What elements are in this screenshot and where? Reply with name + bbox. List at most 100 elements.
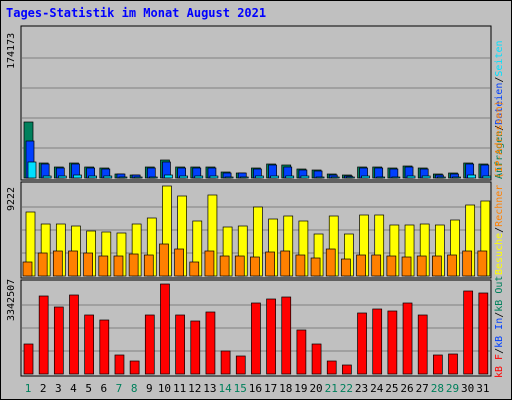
- bar-seiten: [42, 175, 52, 179]
- bar-rechner: [98, 255, 109, 277]
- bar-rechner: [250, 256, 260, 277]
- bar-kb: [266, 298, 276, 375]
- bar-seiten: [57, 175, 67, 179]
- legend-item: kB In: [494, 317, 505, 348]
- bar-seiten: [73, 174, 82, 179]
- bar-rechner: [83, 252, 93, 277]
- bar-rechner: [386, 255, 397, 277]
- x-tick-label: 1: [24, 382, 32, 395]
- bar-kb: [463, 290, 474, 375]
- bar-seiten: [421, 175, 431, 179]
- x-tick-label: 8: [130, 382, 138, 395]
- bar-rechner: [68, 250, 78, 277]
- x-tick-label: 29: [445, 382, 460, 395]
- x-tick-label: 14: [218, 382, 232, 395]
- x-tick-label: 5: [85, 382, 92, 395]
- bar-dateien: [146, 167, 156, 179]
- legend-mid: Besuche/Rechner (IP-Adressen): [494, 100, 505, 275]
- bar-kb: [114, 354, 125, 375]
- x-tick-label: 20: [309, 382, 323, 395]
- bar-kb: [23, 343, 34, 375]
- bar-seiten: [164, 174, 173, 179]
- bar-rechner: [174, 248, 184, 277]
- bar-seiten: [209, 175, 219, 179]
- bar-kb: [69, 294, 79, 375]
- x-tick-label: 17: [263, 382, 278, 395]
- bar-seiten: [194, 175, 204, 179]
- bar-rechner: [189, 261, 200, 277]
- bar-kb: [311, 343, 322, 375]
- bar-seiten: [148, 176, 158, 179]
- legend-item: Rechner (IP-Adressen): [494, 100, 505, 227]
- bar-seiten: [482, 175, 492, 179]
- bar-rechner: [22, 261, 33, 277]
- bar-rechner: [477, 250, 488, 277]
- bar-kb: [53, 306, 64, 375]
- bar-seiten: [437, 176, 446, 179]
- legend-item: kB Out: [494, 275, 505, 312]
- bar-rechner: [401, 256, 412, 277]
- bar-seiten: [330, 176, 340, 179]
- bar-kb: [251, 302, 261, 375]
- x-tick-label: 24: [370, 382, 384, 395]
- x-tick-label: 16: [248, 382, 263, 395]
- bar-seiten: [376, 176, 386, 179]
- x-tick-label: 3: [55, 382, 62, 395]
- bar-seiten: [255, 175, 264, 179]
- bar-seiten: [270, 175, 279, 179]
- bar-rechner: [295, 254, 306, 277]
- chart-title: Tages-Statistik im Monat August 2021: [6, 6, 267, 20]
- bar-seiten: [179, 175, 188, 179]
- legend-separator: /: [494, 76, 505, 83]
- bar-rechner: [128, 253, 139, 277]
- x-tick-label: 11: [172, 382, 187, 395]
- legend-separator: /: [494, 347, 505, 354]
- bar-kb: [326, 360, 337, 375]
- legend-bot: kB F/kB In/kB Out: [494, 276, 505, 378]
- bar-kb: [402, 302, 413, 375]
- panel-bot-ymax: 3342507: [6, 278, 17, 321]
- bar-seiten: [88, 175, 97, 179]
- x-tick-label: 18: [279, 382, 293, 395]
- bar-kb: [478, 292, 489, 375]
- bar-seiten: [133, 176, 143, 179]
- x-tick-label: 26: [400, 382, 414, 395]
- bar-rechner: [280, 250, 291, 277]
- bar-seiten: [406, 175, 416, 179]
- x-tick-label: 30: [461, 382, 475, 395]
- x-tick-label: 9: [145, 382, 153, 395]
- x-tick-label: 4: [70, 382, 77, 395]
- bar-rechner: [416, 255, 427, 277]
- bar-rechner: [204, 250, 215, 277]
- bar-rechner: [447, 254, 457, 277]
- bar-seiten: [27, 161, 37, 179]
- legend-item: Besuche: [494, 232, 505, 275]
- x-tick-label: 7: [115, 382, 123, 395]
- bar-kb: [190, 320, 201, 375]
- bar-seiten: [103, 175, 113, 179]
- bar-kb: [296, 329, 307, 375]
- x-tick-label: 12: [188, 382, 202, 395]
- x-tick-label: 6: [100, 382, 108, 395]
- bar-kb: [129, 360, 140, 375]
- bar-rechner: [310, 257, 321, 277]
- bar-kb: [84, 314, 94, 375]
- bar-seiten: [315, 176, 325, 179]
- x-tick-label: 15: [233, 382, 247, 395]
- bar-rechner: [37, 252, 48, 277]
- panel-top-ymax: 174173: [6, 32, 17, 69]
- bar-rechner: [462, 250, 473, 277]
- bar-rechner: [432, 255, 442, 277]
- bar-rechner: [113, 255, 124, 277]
- bar-rechner: [219, 255, 230, 277]
- x-tick-label: 23: [354, 382, 369, 395]
- bar-rechner: [356, 254, 366, 277]
- bar-seiten: [346, 176, 355, 179]
- bar-rechner: [265, 251, 275, 277]
- bar-rechner: [159, 243, 169, 277]
- bar-seiten: [224, 176, 234, 179]
- bar-kb: [342, 364, 352, 375]
- bar-seiten: [467, 174, 477, 179]
- bar-kb: [160, 283, 170, 375]
